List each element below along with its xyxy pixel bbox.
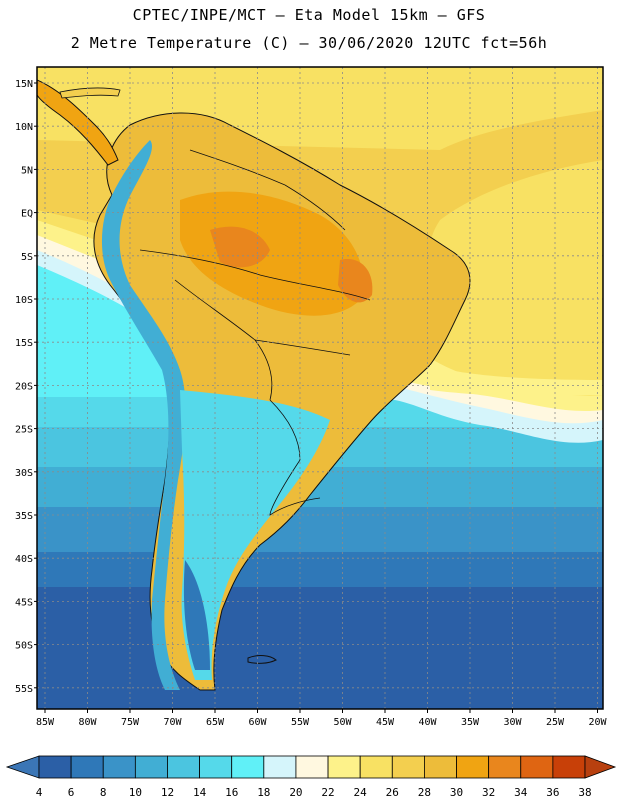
colorbar-swatch — [488, 755, 522, 779]
colorbar-swatch — [231, 755, 265, 779]
lat-label: 45S — [15, 597, 33, 608]
colorbar-label: 14 — [193, 786, 207, 799]
colorbar-label: 6 — [68, 786, 75, 799]
colorbar-label: 30 — [450, 786, 463, 799]
lon-label: 30W — [503, 717, 522, 728]
colorbar-label: 8 — [100, 786, 107, 799]
colorbar-label: 10 — [129, 786, 142, 799]
colorbar-label: 34 — [514, 786, 528, 799]
colorbar-swatch — [263, 755, 297, 779]
lat-label: 50S — [15, 641, 33, 652]
colorbar-label: 16 — [225, 786, 238, 799]
colorbar-label: 26 — [386, 786, 399, 799]
lat-label: 5S — [21, 252, 33, 263]
lon-label: 40W — [418, 717, 437, 728]
colorbar-swatch — [327, 755, 361, 779]
lat-label: 55S — [15, 684, 33, 695]
andes-cold-strip — [101, 140, 186, 690]
atlantic-warm-strip — [430, 365, 603, 397]
cerrado-hot-zone — [338, 259, 373, 303]
colorbar-min-arrow — [5, 755, 40, 779]
colorbar-swatch — [520, 755, 554, 779]
lon-label: 85W — [36, 717, 55, 728]
colorbar-label: 22 — [321, 786, 334, 799]
colorbar-label: 4 — [36, 786, 43, 799]
lon-label: 50W — [333, 717, 352, 728]
colorbar-label: 24 — [354, 786, 368, 799]
colorbar-swatch — [70, 755, 104, 779]
lon-label: 45W — [376, 717, 395, 728]
lat-label: 40S — [15, 554, 33, 565]
lon-label: 70W — [163, 717, 182, 728]
lat-label: EQ — [21, 209, 33, 220]
lat-label: 30S — [15, 468, 33, 479]
falkland-islands — [247, 655, 277, 664]
colorbar-swatch — [295, 755, 329, 779]
patagonia-cold — [183, 560, 210, 670]
colorbar-label: 18 — [257, 786, 270, 799]
caribbean-island — [59, 87, 121, 99]
lat-label: 5N — [21, 165, 33, 176]
map-frame — [36, 66, 604, 710]
lat-label: 20S — [15, 381, 33, 392]
colorbar-swatch — [424, 755, 457, 779]
colorbar-label: 20 — [289, 786, 302, 799]
graticule — [37, 67, 603, 709]
colorbar-swatch — [38, 755, 72, 779]
lon-label: 60W — [248, 717, 267, 728]
colorbar-label: 28 — [418, 786, 431, 799]
colorbar-swatch — [391, 755, 425, 779]
lon-label: 80W — [78, 717, 97, 728]
lat-label: 10N — [15, 122, 33, 133]
colorbar-label: 12 — [161, 786, 174, 799]
colorbar-max-arrow — [584, 755, 617, 779]
amazon-hottest-zone — [210, 226, 270, 268]
colorbar-swatch — [199, 755, 233, 779]
country-borders — [139, 149, 371, 516]
lon-label: 20W — [588, 717, 607, 728]
lat-label: 35S — [15, 511, 33, 522]
lon-label: 35W — [461, 717, 480, 728]
amazon-hot-zone — [180, 191, 364, 316]
colorbar-swatch — [456, 755, 490, 779]
title-line-1: CPTEC/INPE/MCT – Eta Model 15km – GFS — [132, 6, 486, 24]
colorbar-swatch — [359, 755, 393, 779]
colorbar-swatch — [102, 755, 136, 779]
longitude-labels: 85W 80W 75W 70W 65W 60W 55W 50W 45W 40W 35W 30W 25W 2… — [36, 709, 608, 728]
latitude-labels: 15N 10N 5N EQ 5S 10S 15S 20S 25S 30S 35S 40S 45S 50S 5… — [15, 79, 37, 695]
colorbar-swatch — [134, 755, 168, 779]
lon-label: 65W — [206, 717, 225, 728]
central-america-land — [37, 79, 119, 166]
lon-label: 55W — [291, 717, 310, 728]
colorbar: 4 6 8 10 12 14 16 18 20 22 24 26 28 30 32 34 36 38 — [5, 755, 617, 799]
colorbar-label: 38 — [578, 786, 591, 799]
lat-label: 10S — [15, 295, 33, 306]
colorbar-label: 32 — [482, 786, 495, 799]
lat-label: 15S — [15, 338, 33, 349]
colorbar-label: 36 — [546, 786, 559, 799]
map-panel — [37, 67, 603, 709]
title-line-2: 2 Metre Temperature (C) – 30/06/2020 12U… — [70, 34, 548, 52]
lat-label: 25S — [15, 425, 33, 436]
lon-label: 75W — [121, 717, 140, 728]
colorbar-swatch — [552, 755, 586, 779]
lon-label: 25W — [546, 717, 565, 728]
southern-cone-cool — [180, 390, 330, 680]
lat-label: 15N — [15, 79, 33, 90]
colorbar-swatch — [167, 755, 200, 779]
